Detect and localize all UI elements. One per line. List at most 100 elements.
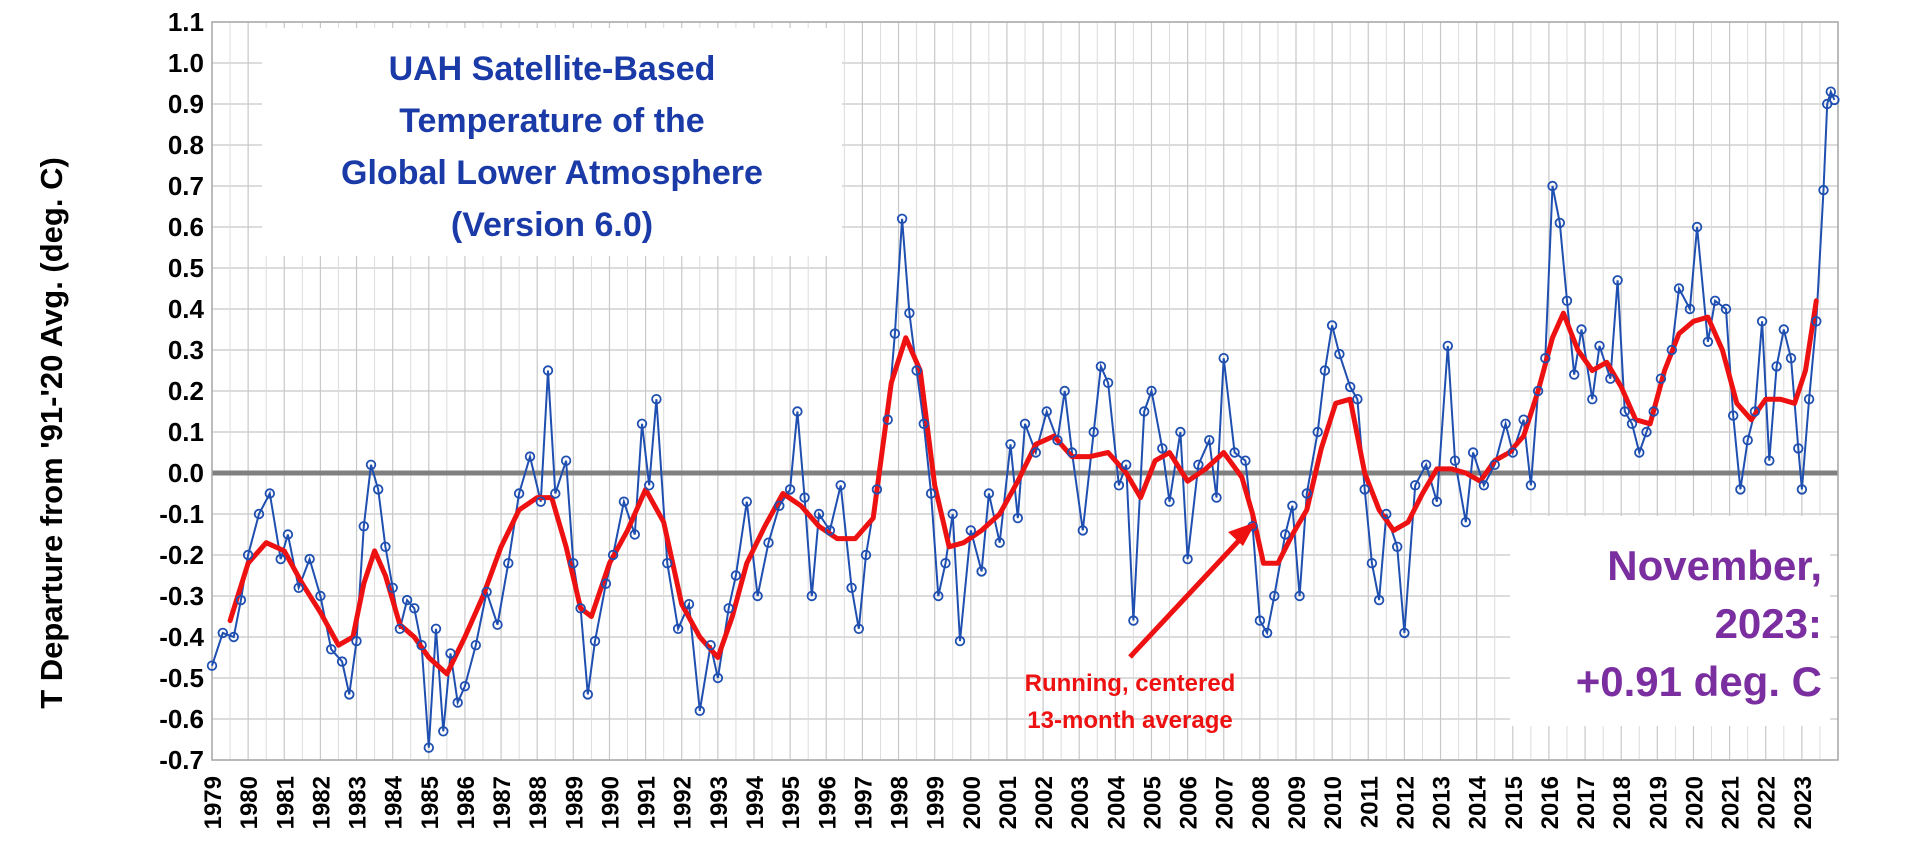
x-tick-label: 2003 [1067,776,1094,829]
y-tick-label: 0.2 [168,376,204,406]
monthly-data-point [1399,627,1410,639]
monthly-data-point [954,635,966,647]
monthly-data-point [275,553,286,565]
monthly-data-point [401,594,413,606]
monthly-data-point [1193,459,1204,471]
x-tick-label: 2021 [1718,776,1745,829]
monthly-data-point [792,406,803,417]
monthly-data-point [983,488,995,499]
x-tick-label: 1994 [742,775,769,829]
y-tick-label: -0.4 [159,622,204,652]
x-tick-label: 1981 [272,776,299,829]
monthly-data-point [694,705,706,717]
monthly-data-point [524,451,536,462]
monthly-data-point [1157,443,1168,454]
monthly-data-point [1030,447,1042,458]
x-tick-label: 2013 [1429,776,1456,829]
monthly-data-point [774,500,785,512]
monthly-data-point [1489,459,1500,471]
monthly-data-point [741,496,753,507]
monthly-data-point [1352,394,1363,405]
callout-line-2: 2023: [1715,600,1822,647]
monthly-data-point [228,631,239,643]
monthly-data-point [1818,184,1829,196]
monthly-data-point [1634,447,1645,458]
monthly-data-point [1088,426,1099,438]
monthly-data-point [1655,373,1667,384]
monthly-data-point [1720,303,1732,315]
monthly-data-point [1012,512,1024,524]
monthly-data-point [315,590,326,602]
monthly-data-point [1261,627,1273,639]
monthly-data-point [1269,590,1280,602]
x-tick-label: 2010 [1320,776,1347,829]
monthly-data-point [481,586,492,598]
x-tick-label: 1993 [706,776,733,829]
plot-frame [211,21,1839,761]
x-tick-label: 1980 [236,776,263,829]
x-tick-label: 1988 [525,776,552,829]
monthly-data-point [542,365,554,376]
monthly-data-point [1547,180,1558,192]
monthly-data-point [1796,484,1808,495]
monthly-data-point [1673,283,1685,294]
monthly-data-point [206,660,218,671]
monthly-data-point [358,521,370,532]
title-panel [262,28,842,256]
monthly-data-point [1666,344,1678,356]
monthly-data-point [651,394,662,405]
monthly-data-point [813,508,825,520]
monthly-data-point [575,603,586,614]
monthly-data-point [568,558,579,569]
y-tick-label: 0.6 [168,212,204,242]
monthly-data-point [1204,435,1215,446]
monthly-data-point [896,213,908,225]
monthly-data-point [365,459,377,471]
x-tick-label: 2008 [1248,776,1275,829]
monthly-data-point [607,549,619,561]
monthly-data-point [344,689,355,700]
monthly-data-point [235,594,247,606]
monthly-data-point [445,648,456,659]
monthly-data-point [1077,525,1089,536]
monthly-data-point [636,418,648,430]
monthly-data-point [1279,529,1291,540]
monthly-data-point [387,582,398,594]
monthly-data-point [1334,348,1345,360]
x-tick-label: 2020 [1682,776,1709,829]
monthly-data-point [1391,541,1403,553]
monthly-data-point [1146,385,1157,397]
monthly-data-point [1587,394,1598,405]
y-tick-label: 0.9 [168,89,204,119]
x-tick-label: 1995 [778,776,805,829]
y-axis-label: T Departure from '91-'20 Avg. (deg. C) [34,157,69,709]
monthly-data-point [1442,340,1454,352]
data-series [206,86,1840,753]
x-tick-label: 1990 [598,776,625,829]
latest-value-callout: November, 2023: +0.91 deg. C [1576,542,1822,705]
monthly-data-point [253,508,265,520]
x-tick-label: 2001 [995,776,1022,829]
monthly-data-point [1301,488,1313,499]
monthly-data-point [1605,373,1616,384]
x-tick-label: 2022 [1754,776,1781,829]
callout-line-3: +0.91 deg. C [1576,658,1822,705]
annotation-line-1: Running, centered [1025,670,1236,697]
monthly-data-point [304,553,315,565]
monthly-data-point [293,582,304,594]
monthly-data-point [1240,455,1251,466]
monthly-data-point [1727,410,1739,421]
monthly-data-point [1005,439,1016,450]
monthly-data-point [1218,353,1229,364]
monthly-data-point [904,307,915,319]
x-tick-label: 2023 [1790,776,1817,829]
callout-line-1: November, [1607,542,1822,589]
monthly-data-point [600,578,612,589]
x-tick-label: 2006 [1176,776,1203,829]
monthly-data-point [1612,275,1623,286]
monthly-data-point [705,640,716,651]
x-tick-label: 2009 [1284,776,1311,829]
x-tick-label: 1979 [200,776,227,829]
monthly-data-point [1059,385,1070,397]
